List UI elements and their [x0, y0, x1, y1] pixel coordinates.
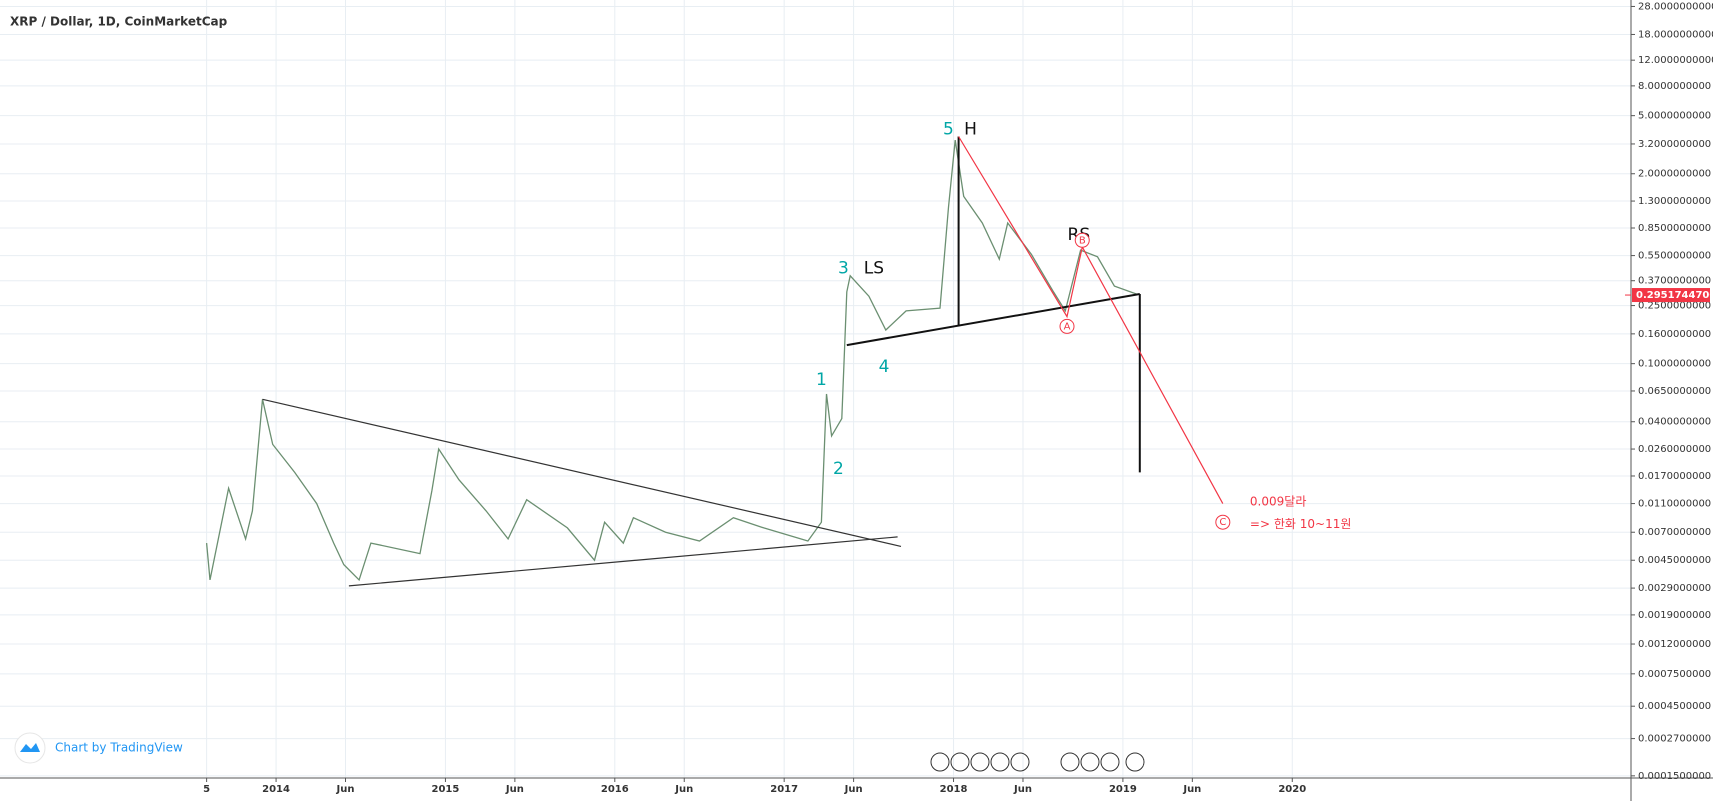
- annotation: 1: [816, 370, 827, 390]
- y-tick-label: 0.0400000000: [1638, 417, 1711, 428]
- annotation-circle: [1059, 318, 1075, 334]
- x-tick-label: 2015: [432, 784, 460, 795]
- y-tick-label: 0.0019000000: [1638, 610, 1711, 621]
- event-icon: [1100, 752, 1120, 772]
- y-tick-label: 0.1000000000: [1638, 359, 1711, 370]
- y-tick-label: 0.3700000000: [1638, 276, 1711, 287]
- watermark-icon: [20, 743, 40, 752]
- x-tick-label: Jun: [844, 784, 863, 795]
- y-tick-label: 0.0029000000: [1638, 583, 1711, 594]
- y-tick-label: 28.0000000000: [1638, 1, 1713, 12]
- y-tick-label: 5.0000000000: [1638, 111, 1711, 122]
- y-tick-label: 0.0001500000: [1638, 771, 1711, 782]
- y-tick-label: 0.0110000000: [1638, 499, 1711, 510]
- y-tick-label: 0.0170000000: [1638, 471, 1711, 482]
- y-tick-label: 0.8500000000: [1638, 223, 1711, 234]
- event-icon: [970, 752, 990, 772]
- y-tick-label: 0.1600000000: [1638, 329, 1711, 340]
- x-tick-label: 2017: [770, 784, 798, 795]
- y-tick-label: 0.0070000000: [1638, 527, 1711, 538]
- annotation-circle: [1215, 514, 1231, 530]
- x-tick-label: 2019: [1109, 784, 1137, 795]
- event-icon: [1060, 752, 1080, 772]
- event-icon: [950, 752, 970, 772]
- trend-line: [958, 136, 1224, 504]
- event-icon: [1080, 752, 1100, 772]
- event-icon: [990, 752, 1010, 772]
- y-tick-label: 0.0012000000: [1638, 639, 1711, 650]
- x-tick-label: Jun: [1013, 784, 1032, 795]
- annotation: C: [1219, 517, 1226, 528]
- y-tick-label: 8.0000000000: [1638, 81, 1711, 92]
- x-tick-label: Jun: [505, 784, 524, 795]
- y-tick-label: 0.0007500000: [1638, 669, 1711, 680]
- annotation: LS: [864, 258, 884, 278]
- annotation: 3: [838, 258, 849, 278]
- y-tick-label: 0.0260000000: [1638, 444, 1711, 455]
- y-tick-label: 0.0002700000: [1638, 734, 1711, 745]
- y-tick-label: 0.0045000000: [1638, 555, 1711, 566]
- annotation-circle: [1074, 232, 1090, 248]
- events-row: [930, 752, 1145, 772]
- x-tick-label: 2018: [940, 784, 968, 795]
- event-icon: [930, 752, 950, 772]
- current-price-box: [1632, 288, 1710, 303]
- annotation: 4: [879, 357, 890, 377]
- annotation: H: [964, 119, 977, 139]
- annotation: 5: [943, 119, 954, 139]
- trend-line: [846, 293, 1140, 347]
- annotation: 2: [833, 459, 844, 479]
- x-tick-label: Jun: [1182, 784, 1201, 795]
- y-tick-label: 0.5500000000: [1638, 251, 1711, 262]
- y-tick-label: 1.3000000000: [1638, 196, 1711, 207]
- annotation: B: [1079, 235, 1086, 246]
- y-tick-label: 0.2500000000: [1638, 301, 1711, 312]
- watermark[interactable]: Chart by TradingView: [14, 732, 183, 764]
- annotation: 0.009달라: [1250, 494, 1306, 508]
- y-tick-label: 3.2000000000: [1638, 139, 1711, 150]
- current-price-label: 0.2951744700: [1636, 290, 1713, 301]
- x-tick-label: Jun: [336, 784, 355, 795]
- annotation: => 한화 10~11원: [1250, 517, 1351, 531]
- x-tick-label: 2016: [601, 784, 629, 795]
- x-tick-label: 2014: [262, 784, 290, 795]
- y-tick-label: 0.0004500000: [1638, 701, 1711, 712]
- x-tick-label: 5: [203, 784, 210, 795]
- y-tick-label: 2.0000000000: [1638, 169, 1711, 180]
- trend-line: [348, 536, 898, 587]
- chart-title: XRP / Dollar, 1D, CoinMarketCap: [10, 15, 228, 29]
- watermark-text[interactable]: Chart by TradingView: [55, 741, 183, 755]
- trend-line: [262, 398, 902, 547]
- annotation: A: [1064, 321, 1071, 332]
- price-line: [205, 140, 1137, 582]
- y-tick-label: 18.0000000000: [1638, 29, 1713, 40]
- x-tick-label: Jun: [674, 784, 693, 795]
- event-icon: [1010, 752, 1030, 772]
- x-tick-label: 2020: [1278, 784, 1306, 795]
- y-tick-label: 12.0000000000: [1638, 55, 1713, 66]
- grid: [0, 0, 1631, 778]
- event-icon: [1125, 752, 1145, 772]
- y-tick-label: 0.0650000000: [1638, 386, 1711, 397]
